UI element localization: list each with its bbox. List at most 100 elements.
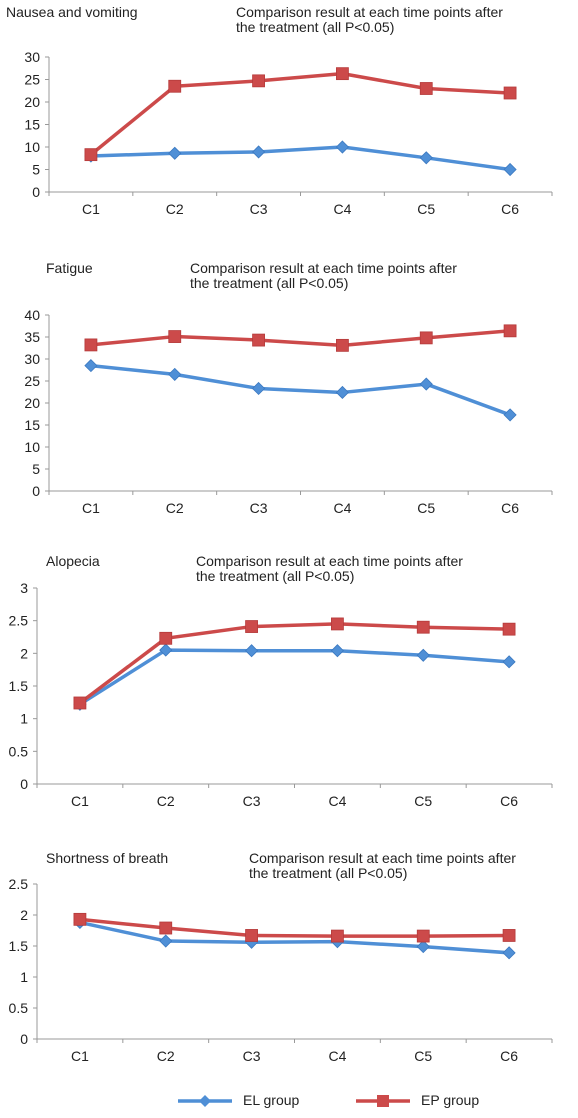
y-tick-label: 0.5: [9, 1000, 29, 1016]
data-point-ep-group: [252, 333, 265, 347]
y-tick-label: 10: [24, 139, 40, 155]
series-line-el-group: [90, 363, 511, 417]
chart-panel-1: Nausea and vomiting Comparison result at …: [6, 4, 553, 217]
x-tick-label: C4: [328, 1048, 346, 1064]
series-line-ep-group: [78, 622, 510, 705]
data-point-el-group: [416, 940, 430, 954]
y-tick-label: 5: [32, 461, 40, 477]
y-tick-label: 35: [24, 329, 40, 345]
y-tick-label: 40: [24, 307, 40, 323]
panel-note-line: the treatment (all P<0.05): [196, 568, 354, 584]
series-line-el-group: [79, 920, 510, 955]
panel-title: Fatigue: [46, 260, 93, 276]
x-tick-label: C4: [333, 500, 351, 516]
data-point-ep-group: [502, 929, 516, 942]
y-tick-label: 1.5: [9, 938, 29, 954]
data-point-ep-group: [245, 620, 258, 633]
panel-note-line: Comparison result at each time points af…: [190, 260, 457, 276]
x-tick-label: C6: [500, 1048, 518, 1064]
y-tick-label: 30: [24, 49, 40, 65]
data-point-ep-group: [336, 67, 349, 81]
x-tick-label: C2: [166, 500, 184, 516]
data-point-ep-group: [331, 929, 344, 943]
data-point-ep-group: [502, 622, 516, 636]
data-point-el-group: [502, 655, 516, 669]
data-point-ep-group: [416, 929, 430, 943]
y-tick-label: 0.5: [9, 743, 29, 759]
data-point-ep-group: [503, 324, 517, 338]
chart-panel-3: Alopecia Comparison result at each time p…: [9, 553, 553, 809]
x-tick-label: C4: [333, 201, 351, 217]
panel-note-line: the treatment (all P<0.05): [190, 275, 348, 291]
data-point-ep-group: [168, 79, 182, 93]
data-point-el-group: [503, 162, 517, 177]
legend-label: EP group: [421, 1092, 479, 1108]
x-tick-label: C6: [501, 500, 519, 516]
data-point-el-group: [168, 367, 182, 381]
legend-label: EL group: [243, 1092, 300, 1108]
data-point-ep-group: [168, 330, 182, 343]
data-point-ep-group: [331, 617, 344, 631]
y-tick-label: 20: [24, 395, 40, 411]
x-tick-label: C6: [501, 201, 519, 217]
x-tick-label: C1: [82, 500, 100, 516]
data-point-ep-group: [73, 912, 87, 926]
data-point-el-group: [503, 408, 517, 422]
data-point-el-group: [159, 643, 173, 657]
y-tick-label: 15: [24, 417, 40, 433]
x-tick-label: C1: [71, 793, 89, 809]
y-tick-label: 0: [32, 184, 40, 200]
data-point-ep-group: [416, 620, 430, 634]
legend-marker-square-icon: [377, 1095, 389, 1107]
data-point-ep-group: [84, 338, 98, 352]
data-point-el-group: [416, 648, 430, 662]
x-tick-label: C2: [157, 793, 175, 809]
data-point-el-group: [252, 145, 266, 159]
panel-note-line: Comparison result at each time points af…: [196, 553, 463, 569]
y-tick-label: 1: [20, 969, 28, 985]
data-point-el-group: [335, 140, 349, 154]
panel-title: Alopecia: [46, 553, 100, 569]
y-tick-label: 2: [20, 907, 28, 923]
series-line-ep-group: [90, 329, 511, 348]
data-point-el-group: [252, 381, 266, 396]
data-point-el-group: [335, 385, 349, 400]
series-line-el-group: [90, 145, 511, 172]
x-tick-label: C3: [250, 500, 268, 516]
panel-note-line: Comparison result at each time points af…: [236, 4, 503, 20]
x-tick-label: C3: [243, 793, 261, 809]
y-tick-label: 3: [20, 580, 28, 596]
x-tick-label: C3: [243, 1048, 261, 1064]
data-point-el-group: [419, 151, 433, 165]
series-line-el-group: [78, 648, 510, 706]
panel-title: Nausea and vomiting: [6, 4, 138, 20]
panel-note-line: Comparison result at each time points af…: [249, 850, 516, 866]
y-tick-label: 10: [24, 439, 40, 455]
x-tick-label: C5: [414, 793, 432, 809]
y-tick-label: 15: [24, 117, 40, 133]
y-tick-label: 20: [24, 94, 40, 110]
y-tick-label: 30: [24, 351, 40, 367]
data-point-ep-group: [159, 921, 173, 935]
data-point-ep-group: [336, 338, 349, 352]
x-tick-label: C5: [414, 1048, 432, 1064]
x-tick-label: C2: [166, 201, 184, 217]
legend: EL group EP group: [178, 1092, 479, 1108]
chart-panel-4: Shortness of breath Comparison result at …: [9, 850, 553, 1064]
panel-note-line: the treatment (all P<0.05): [236, 19, 394, 35]
chart-panel-2: Fatigue Comparison result at each time po…: [24, 260, 553, 516]
x-tick-label: C1: [82, 201, 100, 217]
data-point-ep-group: [73, 696, 87, 710]
x-tick-label: C1: [71, 1048, 89, 1064]
data-point-ep-group: [503, 86, 517, 100]
x-tick-label: C5: [417, 201, 435, 217]
y-tick-label: 1.5: [9, 678, 29, 694]
series-line-ep-group: [89, 71, 511, 157]
data-point-ep-group: [419, 82, 433, 95]
data-point-el-group: [330, 644, 344, 658]
panel-note-line: the treatment (all P<0.05): [249, 865, 407, 881]
data-point-ep-group: [245, 929, 258, 942]
y-tick-label: 1: [20, 711, 28, 727]
data-point-el-group: [419, 377, 433, 391]
